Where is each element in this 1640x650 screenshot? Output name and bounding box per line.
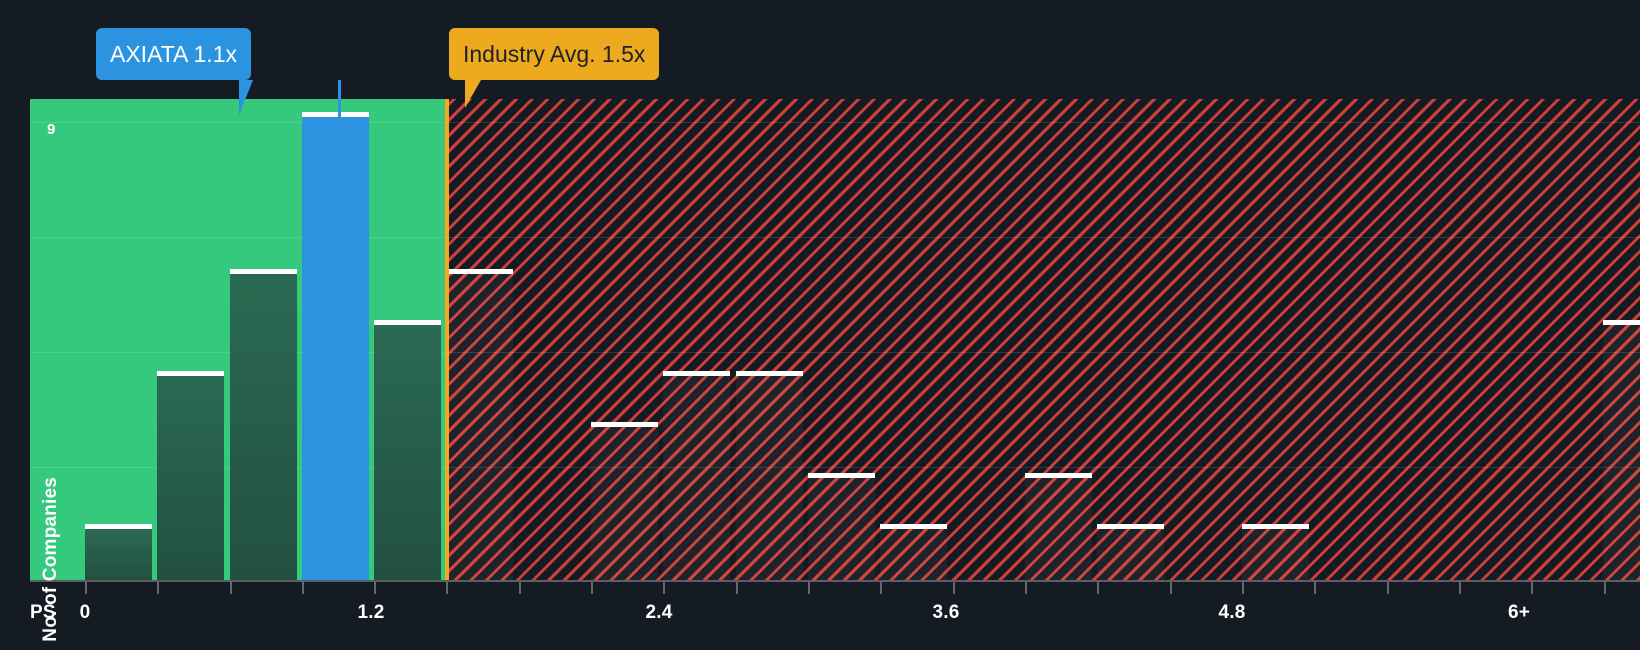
industry-callout[interactable]: Industry Avg. 1.5x bbox=[449, 28, 660, 80]
x-axis-line bbox=[30, 580, 1640, 582]
company-callout-tail bbox=[239, 80, 253, 115]
bar-bin-25[interactable] bbox=[1603, 320, 1640, 580]
industry-average-marker-line bbox=[445, 99, 449, 580]
x-tick-minor bbox=[230, 582, 232, 594]
x-tick-major-1 bbox=[446, 582, 448, 594]
x-tick-label-3.6: 3.6 bbox=[932, 602, 960, 623]
x-tick-minor bbox=[157, 582, 159, 594]
bar-bin-18[interactable] bbox=[1097, 524, 1164, 580]
bar-bin-8[interactable] bbox=[591, 422, 658, 580]
bar-cap bbox=[1242, 524, 1309, 529]
x-tick-minor bbox=[1314, 582, 1316, 594]
bar-bin-9[interactable] bbox=[663, 371, 730, 580]
bar-cap bbox=[230, 269, 297, 274]
plot-area bbox=[30, 99, 1640, 580]
hatch-pattern bbox=[447, 99, 1640, 580]
bar-cap bbox=[808, 473, 875, 478]
x-tick-minor bbox=[1604, 582, 1606, 594]
bar-cap bbox=[736, 371, 803, 376]
bar-bin-12[interactable] bbox=[808, 473, 875, 580]
x-tick-major-3 bbox=[1170, 582, 1172, 594]
x-tick-minor bbox=[1097, 582, 1099, 594]
bar-bin-13[interactable] bbox=[880, 524, 947, 580]
bar-cap bbox=[302, 112, 369, 117]
bar-bin-3-highlight[interactable] bbox=[302, 112, 369, 580]
bar-cap bbox=[1025, 473, 1092, 478]
x-tick-minor bbox=[1242, 582, 1244, 594]
x-tick-minor bbox=[302, 582, 304, 594]
x-tick-minor bbox=[953, 582, 955, 594]
bar-series bbox=[30, 99, 1640, 580]
bar-cap bbox=[880, 524, 947, 529]
bar-cap bbox=[591, 422, 658, 427]
y-axis-max-label: 9 bbox=[47, 121, 56, 138]
x-tick-label-0: 0 bbox=[79, 602, 91, 623]
company-callout[interactable]: AXIATA 1.1x bbox=[96, 28, 251, 80]
x-tick-minor bbox=[374, 582, 376, 594]
bar-cap bbox=[663, 371, 730, 376]
overvalued-region bbox=[447, 99, 1640, 580]
bar-bin-4[interactable] bbox=[374, 320, 441, 580]
x-tick-label-2.4: 2.4 bbox=[645, 602, 673, 623]
x-tick-major-0 bbox=[85, 582, 87, 594]
bar-bin-20[interactable] bbox=[1242, 524, 1309, 580]
bar-cap bbox=[374, 320, 441, 325]
x-tick-major-4 bbox=[1531, 582, 1533, 594]
bar-cap bbox=[157, 371, 224, 376]
industry-callout-tail bbox=[465, 80, 481, 108]
bar-cap bbox=[85, 524, 152, 529]
bar-bin-17[interactable] bbox=[1025, 473, 1092, 580]
company-marker-line bbox=[338, 80, 341, 119]
bar-cap bbox=[1097, 524, 1164, 529]
bar-bin-1[interactable] bbox=[157, 371, 224, 580]
x-tick-minor bbox=[880, 582, 882, 594]
x-tick-minor bbox=[519, 582, 521, 594]
bar-cap bbox=[446, 269, 513, 274]
x-tick-minor bbox=[736, 582, 738, 594]
x-tick-minor bbox=[663, 582, 665, 594]
x-tick-minor bbox=[1025, 582, 1027, 594]
bar-bin-10[interactable] bbox=[736, 371, 803, 580]
x-axis-title: PS bbox=[30, 602, 56, 623]
x-tick-label-1.2: 1.2 bbox=[357, 602, 385, 623]
bar-bin-2[interactable] bbox=[230, 269, 297, 580]
x-tick-label-6plus: 6+ bbox=[1507, 602, 1531, 623]
bar-cap bbox=[1603, 320, 1640, 325]
x-tick-minor bbox=[1459, 582, 1461, 594]
industry-callout-label: Industry Avg. 1.5x bbox=[463, 40, 646, 67]
company-callout-label: AXIATA 1.1x bbox=[110, 40, 237, 67]
x-tick-minor bbox=[591, 582, 593, 594]
x-tick-major-2 bbox=[808, 582, 810, 594]
x-tick-label-4.8: 4.8 bbox=[1218, 602, 1246, 623]
bar-bin-6[interactable] bbox=[446, 269, 513, 580]
bar-bin-0[interactable] bbox=[85, 524, 152, 580]
x-tick-minor bbox=[1387, 582, 1389, 594]
